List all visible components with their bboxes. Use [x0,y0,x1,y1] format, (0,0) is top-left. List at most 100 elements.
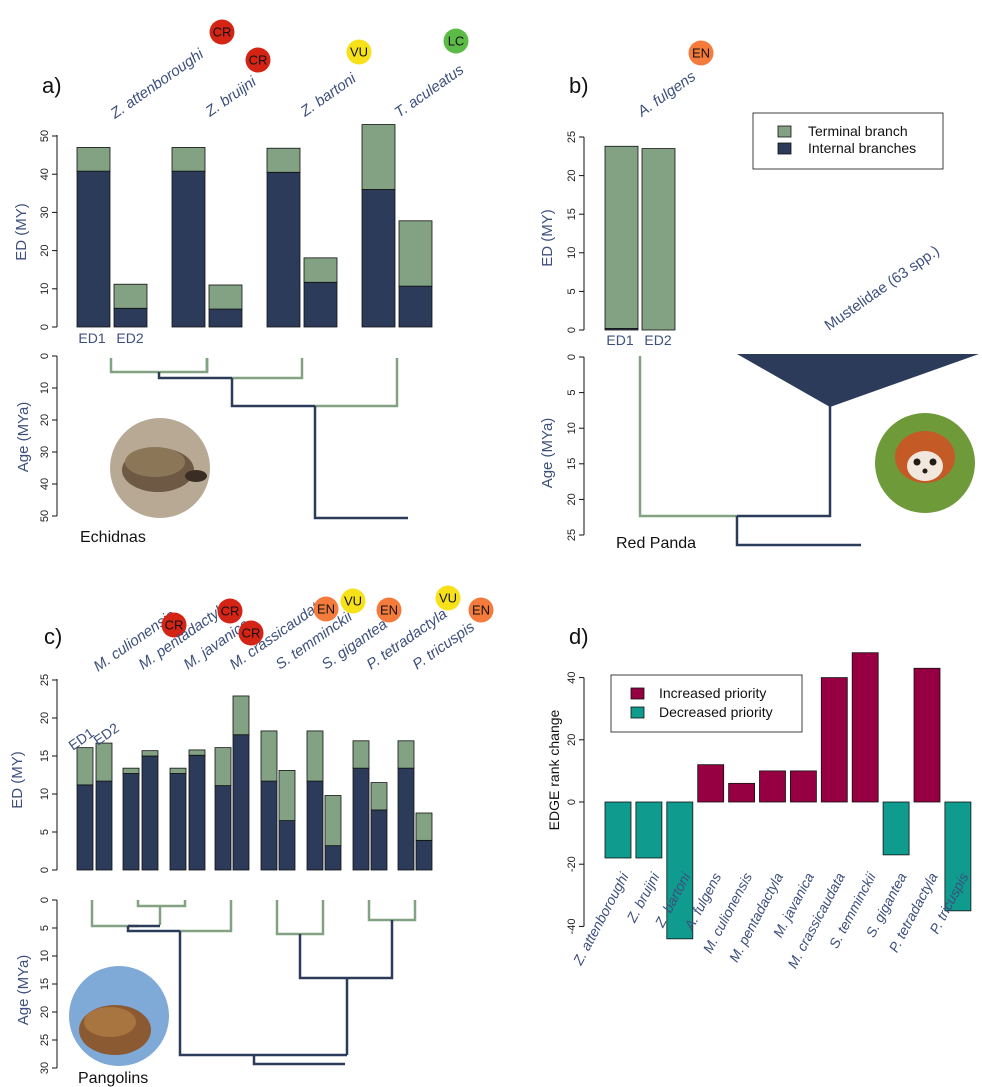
ed2-terminal-bar [641,148,676,331]
tree-branch-terminal [232,358,304,380]
age-axis-tick-label: 20 [39,1006,51,1018]
age-axis-tick-label: 15 [566,458,578,470]
ed-axis-tick-label: 10 [566,247,578,259]
panel-letter-c: c) [44,624,62,649]
ed2-internal-bar [141,755,159,871]
decreased-bar [604,801,632,859]
species-label: Z. attenboroughi [107,45,208,123]
age-axis-tick-label: 20 [39,414,51,426]
status-label: CR [221,604,240,619]
age-axis-tick-label: 30 [39,1062,51,1074]
legend-label-decreased: Decreased priority [659,704,773,720]
status-label: VU [439,591,457,606]
ed-axis-tick-label: 15 [39,750,51,762]
ed1-label: ED1 [606,332,633,348]
ed-axis-tick-label: 20 [39,244,51,256]
tree-branch-terminal [275,900,325,936]
increased-bar [820,677,848,803]
age-axis-tick-label: 5 [39,925,51,931]
ed-axis-tick-label: 20 [39,712,51,724]
species-label: T. aculeatus [392,61,468,121]
status-circle [688,40,714,66]
status-badge: LC [443,28,469,54]
ed1-internal-bar [122,773,140,871]
group-name-echidnas: Echidnas [80,529,146,546]
legend-label-increased: Increased priority [659,685,766,701]
ed2-internal-bar [303,281,338,328]
tree-branch-internal [178,931,347,1057]
status-circle [435,585,461,611]
status-badge: CR [217,598,243,624]
ed1-terminal-bar [397,740,415,769]
status-label: VU [344,594,362,609]
status-badge: VU [435,585,461,611]
tree-branch-internal [230,378,315,408]
status-badge: CR [161,612,187,638]
age-axis-tick-label: 50 [39,510,51,522]
ed1-internal-bar [171,170,206,328]
ed1-internal-bar [260,780,278,871]
ed1-terminal-bar [260,730,278,782]
age-axis-tick-label: 40 [39,478,51,490]
ed2-terminal-bar [188,749,206,756]
panel-a: a) ED (MY) 0 10 20 30 40 50 Z. attenboroughi CR Z.… [13,19,469,546]
age-axis-tick-label: 10 [39,382,51,394]
age-axis-title: Age (MYa) [15,402,32,473]
edge-axis-tick-label: 40 [566,671,578,683]
ed-axis-tick-label: 0 [39,867,51,873]
status-label: CR [165,618,184,633]
mustelidae-clade-triangle [737,354,979,407]
status-label: EN [692,46,710,61]
ed2-internal-bar [324,845,342,871]
tree-branch-terminal [180,900,233,933]
status-circle [468,597,494,623]
status-badge: CR [245,47,271,73]
status-circle [209,19,235,45]
status-badge: CR [238,620,264,646]
tree-branch-internal [737,406,832,518]
ed1-terminal-bar [169,767,187,774]
legend-box [752,112,944,170]
species-label: Z. bruijni [202,73,260,121]
ed2-terminal-bar [303,257,338,283]
increased-bar [913,667,941,803]
ed-axis-title: ED (MY) [13,203,30,261]
status-circle [340,588,366,614]
legend-swatch-internal [777,142,792,155]
ed1-terminal-bar [306,730,324,782]
group-name-pangolins: Pangolins [78,1070,148,1087]
legend-label-terminal: Terminal branch [808,123,908,139]
ed2-terminal-bar [370,782,388,811]
ed2-internal-bar [95,780,113,871]
tree-branch-internal [252,1055,345,1066]
ed1-internal-bar [361,189,396,328]
legend-box [610,674,803,733]
age-axis-tick-label: 10 [39,950,51,962]
legend-label-internal: Internal branches [808,140,916,156]
legend-swatch-terminal [777,125,792,138]
species-label: Z. bartoni [297,70,360,121]
status-label: CR [242,626,261,641]
tree-branch-internal [313,406,408,520]
increased-bar [759,770,786,803]
ed1-terminal-bar [76,747,94,786]
ed2-internal-bar [188,754,206,871]
status-circle [217,598,243,624]
panel-b: b) ED (MY) 0 5 10 15 20 25 A. fulgens EN ED1 ED2 Ter… [539,40,979,552]
tree-branch-terminal [90,900,138,928]
tree-branch-terminal [109,358,209,374]
status-badge: EN [688,40,714,66]
ed2-terminal-bar [324,795,342,847]
ed-axis-tick-label: 25 [39,674,51,686]
status-label: VU [350,45,368,60]
ed2-internal-bar [398,285,433,328]
age-axis-tick-label: 5 [566,390,578,396]
age-axis-title: Age (MYa) [15,955,32,1026]
status-badge: VU [346,39,372,65]
clade-label: Mustelidae (63 spp.) [822,242,943,334]
legend-d: Increased priority Decreased priority [610,674,803,733]
echidna-photo [110,418,210,518]
panel-letter-a: a) [42,73,62,98]
ed1-internal-bar [76,784,94,871]
